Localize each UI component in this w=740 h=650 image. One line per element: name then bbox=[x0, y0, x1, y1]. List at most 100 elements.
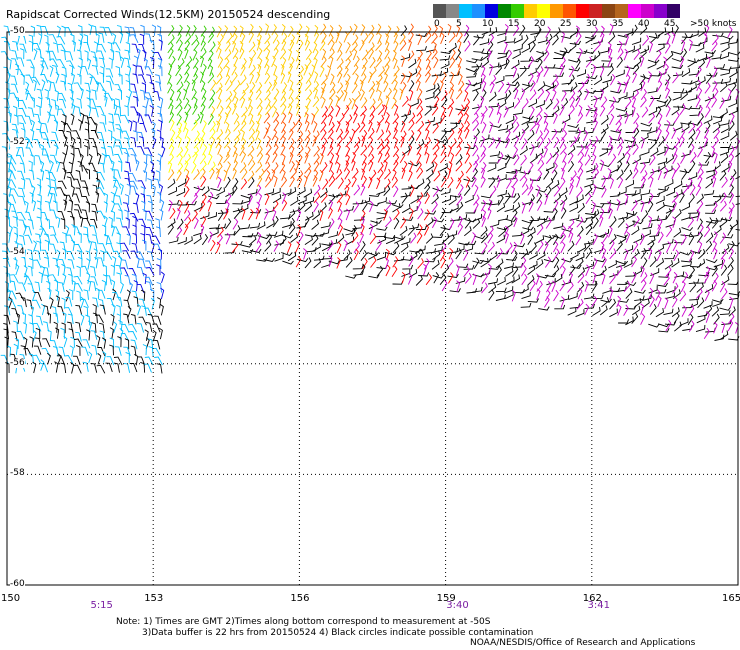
wind-barb bbox=[75, 321, 82, 333]
wind-barb bbox=[177, 48, 183, 61]
wind-barb bbox=[527, 275, 535, 286]
wind-barb bbox=[239, 162, 247, 174]
legend-label-8: 40 bbox=[638, 19, 650, 29]
wind-barb bbox=[116, 313, 121, 325]
wind-barb bbox=[34, 281, 41, 292]
wind-barb bbox=[29, 257, 34, 269]
wind-barb bbox=[83, 233, 90, 244]
wind-barb bbox=[720, 132, 730, 141]
wind-barb bbox=[367, 153, 375, 165]
wind-barb bbox=[681, 202, 691, 212]
wind-barb bbox=[609, 191, 621, 198]
wind-barb bbox=[82, 217, 91, 227]
wind-barb bbox=[130, 106, 139, 116]
lon-label-165: 165 bbox=[722, 593, 740, 604]
wind-barb bbox=[569, 177, 575, 189]
wind-barb bbox=[167, 169, 175, 181]
wind-barb bbox=[504, 204, 514, 213]
legend-swatch-15 bbox=[628, 4, 641, 18]
wind-barb bbox=[352, 264, 364, 270]
wind-barb bbox=[16, 211, 26, 221]
wind-barb bbox=[53, 144, 58, 156]
wind-barb bbox=[440, 249, 446, 262]
wind-barb bbox=[648, 285, 658, 294]
wind-barb bbox=[124, 49, 131, 60]
wind-barb bbox=[313, 145, 320, 157]
wind-barb bbox=[170, 129, 176, 141]
wind-barb bbox=[440, 49, 452, 54]
wind-barb bbox=[575, 25, 580, 38]
wind-barb bbox=[407, 169, 413, 182]
wind-barb bbox=[585, 138, 592, 150]
wind-barb bbox=[281, 169, 286, 181]
wind-barb bbox=[393, 217, 400, 230]
wind-barb bbox=[47, 171, 57, 181]
wind-barb bbox=[672, 72, 679, 84]
wind-barb bbox=[313, 87, 318, 99]
wind-barb bbox=[513, 109, 524, 116]
wind-barb bbox=[465, 68, 478, 73]
wind-barb bbox=[273, 63, 278, 76]
wind-barb bbox=[576, 216, 584, 228]
wind-barb bbox=[191, 119, 198, 131]
wind-barb bbox=[191, 25, 197, 37]
wind-barb bbox=[248, 31, 254, 43]
wind-barb bbox=[255, 71, 261, 84]
wind-barb bbox=[81, 209, 89, 220]
wind-barb bbox=[242, 233, 254, 238]
wind-barb bbox=[562, 86, 573, 92]
wind-barb bbox=[52, 346, 59, 357]
wind-barb bbox=[66, 60, 75, 69]
wind-barb bbox=[124, 338, 130, 350]
wind-barb bbox=[131, 242, 138, 253]
wind-barb bbox=[727, 38, 738, 45]
wind-barb bbox=[455, 277, 466, 284]
wind-barb bbox=[655, 243, 665, 253]
wind-barb bbox=[671, 192, 679, 203]
wind-barb bbox=[688, 320, 695, 332]
wind-barb bbox=[92, 234, 99, 245]
wind-barb bbox=[297, 130, 304, 142]
wind-barb bbox=[553, 256, 560, 269]
wind-barb bbox=[384, 178, 391, 190]
wind-barb bbox=[480, 135, 486, 148]
wind-barb bbox=[50, 140, 59, 149]
wind-barb bbox=[455, 25, 461, 37]
wind-barb bbox=[47, 287, 52, 300]
wind-barb bbox=[14, 337, 19, 350]
wind-barb bbox=[377, 50, 383, 62]
wind-barb bbox=[53, 200, 58, 212]
wind-barb bbox=[207, 113, 214, 125]
wind-barb bbox=[535, 100, 545, 108]
wind-barb bbox=[20, 297, 27, 308]
wind-barb bbox=[101, 224, 107, 236]
wind-barb bbox=[695, 324, 706, 333]
wind-barb bbox=[54, 327, 60, 339]
wind-barb bbox=[706, 217, 713, 229]
wind-barb bbox=[200, 40, 206, 52]
wind-barb bbox=[289, 175, 295, 188]
wind-barb bbox=[687, 177, 693, 190]
wind-barb bbox=[216, 120, 221, 133]
wind-barb bbox=[519, 250, 531, 255]
wind-barb bbox=[129, 212, 139, 222]
wind-barb bbox=[141, 82, 146, 94]
wind-barb bbox=[233, 55, 239, 67]
wind-barb bbox=[472, 273, 477, 285]
wind-barb bbox=[7, 58, 12, 70]
wind-barb bbox=[655, 121, 662, 134]
wind-barb bbox=[328, 121, 335, 133]
wind-barb bbox=[146, 98, 155, 108]
wind-barb bbox=[679, 318, 689, 326]
wind-barb bbox=[146, 74, 153, 85]
wind-barb bbox=[345, 25, 353, 37]
wind-barb bbox=[559, 194, 568, 206]
legend-label-3: 15 bbox=[508, 19, 520, 29]
wind-barb bbox=[72, 226, 81, 236]
wind-barb bbox=[224, 230, 236, 236]
wind-barb bbox=[128, 268, 137, 277]
wind-barb bbox=[625, 231, 631, 243]
wind-barb bbox=[40, 74, 49, 83]
wind-barb bbox=[207, 212, 217, 220]
wind-barb bbox=[698, 272, 710, 277]
